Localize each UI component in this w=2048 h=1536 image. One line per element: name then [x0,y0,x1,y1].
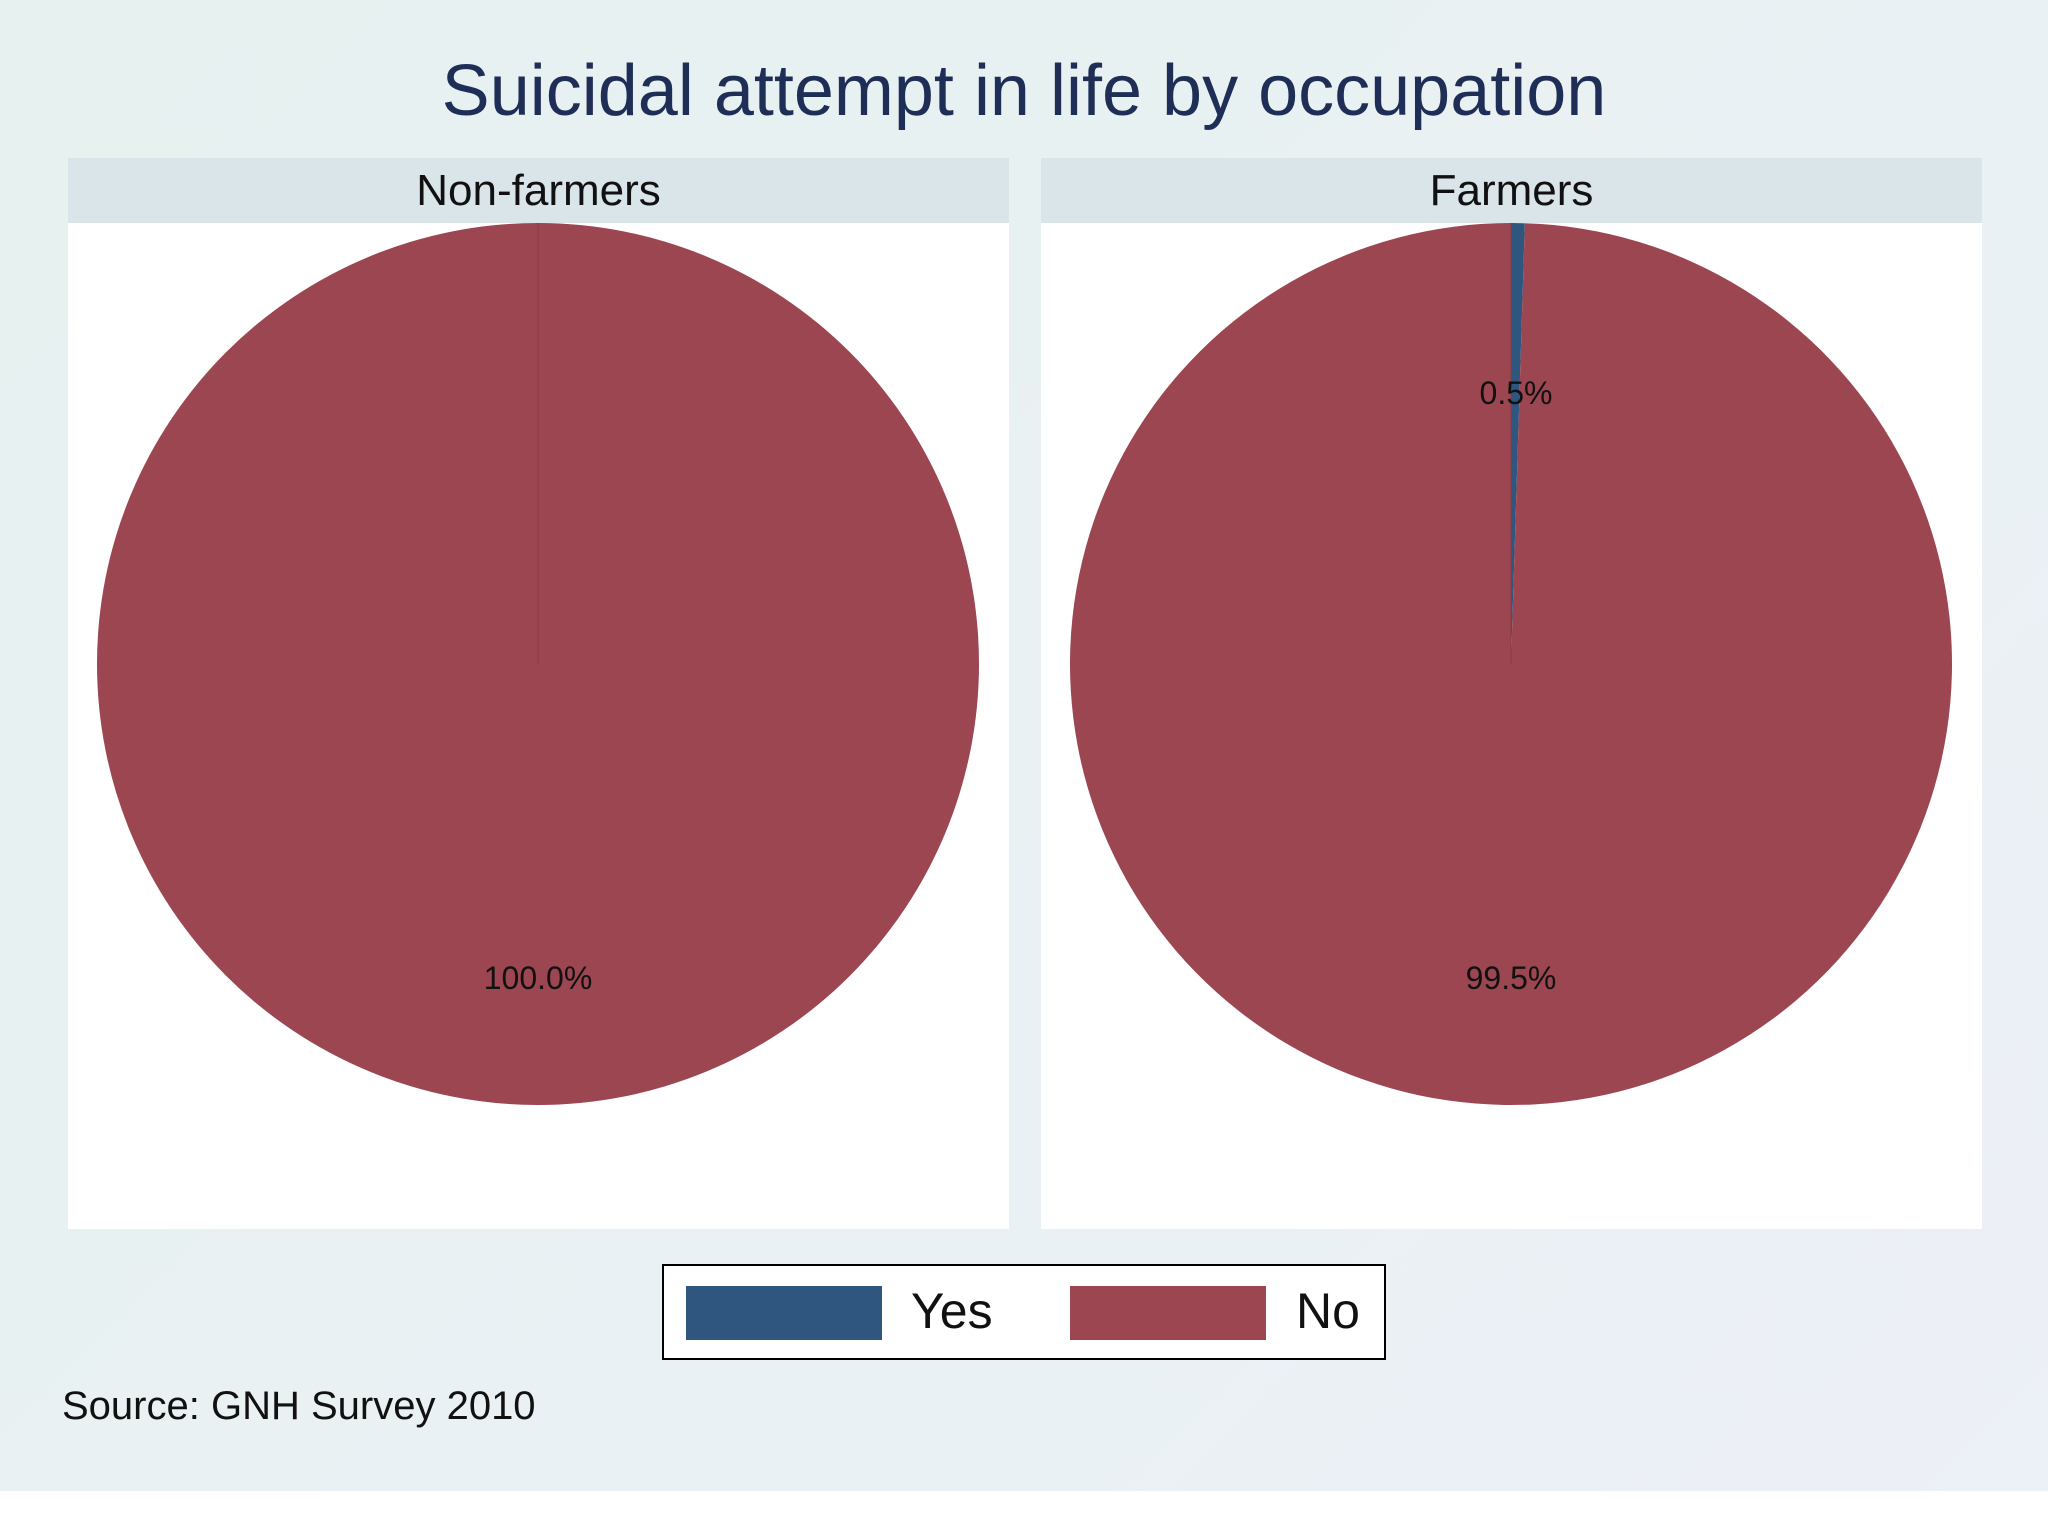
panel-header-non-farmers: Non-farmers [68,158,1009,223]
source-note: Source: GNH Survey 2010 [62,1384,536,1428]
legend: Yes No [662,1264,1386,1360]
bottom-strip [0,1491,2048,1536]
pie-panel-non-farmers: Non-farmers 100.0% [68,158,1009,1229]
pie-chart-farmers: 0.5% 99.5% [1070,223,1952,1105]
legend-swatch-no [1070,1286,1266,1340]
chart-title: Suicidal attempt in life by occupation [441,51,1607,131]
pie-panel-farmers: Farmers 0.5% 99.5% [1041,158,1982,1229]
legend-swatch-yes [686,1286,882,1340]
legend-label-no: No [1296,1283,1360,1339]
panel-header-farmers: Farmers [1041,158,1982,223]
pie-chart-non-farmers: 100.0% [97,223,979,1105]
legend-label-yes: Yes [911,1283,993,1339]
pie-slice-farmers-yes [1511,223,1525,664]
slice-label-farmers-yes: 0.5% [1480,375,1553,411]
slice-label-non-farmers-no: 100.0% [484,960,593,996]
slice-label-farmers-no: 99.5% [1466,960,1557,996]
